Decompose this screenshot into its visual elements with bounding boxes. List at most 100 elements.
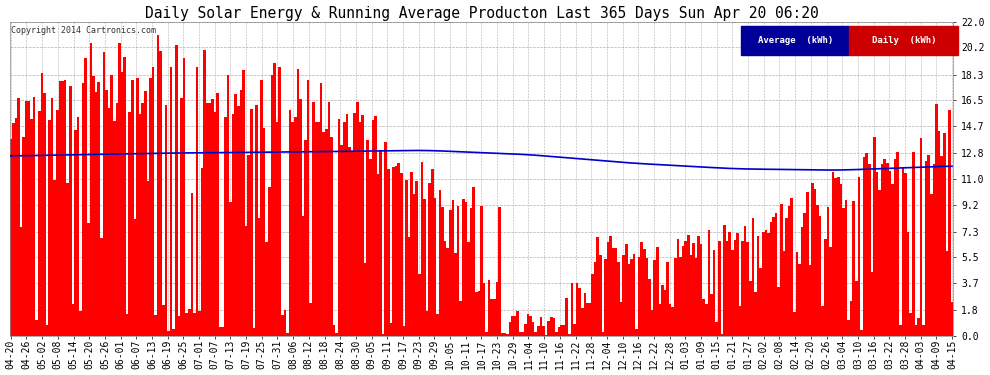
Bar — [431, 170, 434, 336]
Bar — [25, 101, 28, 336]
Bar — [116, 104, 118, 336]
Bar — [570, 283, 573, 336]
Bar — [265, 242, 268, 336]
Bar — [749, 281, 751, 336]
Bar — [860, 330, 863, 336]
Bar — [589, 303, 591, 336]
Bar — [687, 235, 690, 336]
Bar — [565, 297, 568, 336]
Bar — [356, 102, 358, 336]
Bar — [938, 131, 940, 336]
Bar — [10, 139, 12, 336]
Bar — [832, 172, 835, 336]
Bar — [400, 173, 403, 336]
Bar — [560, 326, 563, 336]
Bar — [61, 81, 63, 336]
Bar — [147, 181, 149, 336]
Bar — [273, 63, 276, 336]
Bar — [729, 232, 731, 336]
Bar — [506, 334, 509, 336]
Bar — [235, 94, 237, 336]
Bar — [477, 291, 480, 336]
Bar — [188, 309, 190, 336]
Bar — [139, 114, 142, 336]
Bar — [543, 326, 545, 336]
Bar — [369, 159, 371, 336]
Bar — [509, 322, 511, 336]
Bar — [788, 206, 790, 336]
Bar — [920, 138, 923, 336]
Bar — [480, 206, 483, 336]
Bar — [679, 257, 682, 336]
Bar — [30, 119, 33, 336]
Bar — [444, 241, 446, 336]
Bar — [594, 262, 596, 336]
Bar — [814, 189, 817, 336]
Bar — [33, 98, 36, 336]
Bar — [363, 263, 366, 336]
Bar — [630, 259, 633, 336]
Bar — [604, 259, 607, 336]
Bar — [641, 242, 644, 336]
Bar — [243, 70, 245, 336]
Bar — [456, 206, 459, 336]
Bar — [46, 325, 49, 336]
Bar — [95, 92, 97, 336]
Bar — [382, 334, 384, 336]
Bar — [661, 285, 663, 336]
Bar — [17, 98, 20, 336]
Bar — [671, 307, 674, 336]
Bar — [796, 252, 798, 336]
Bar — [612, 248, 615, 336]
Bar — [775, 213, 777, 336]
Bar — [928, 154, 930, 336]
Bar — [252, 328, 255, 336]
Bar — [894, 159, 896, 336]
Bar — [156, 35, 159, 336]
Bar — [211, 99, 214, 336]
Bar — [700, 244, 703, 336]
Bar — [876, 172, 878, 336]
Bar — [708, 230, 710, 336]
Bar — [620, 302, 623, 336]
Bar — [384, 142, 387, 336]
Bar — [263, 128, 265, 336]
Bar — [462, 199, 464, 336]
Bar — [690, 255, 692, 336]
Bar — [297, 69, 299, 336]
Bar — [69, 86, 71, 336]
Bar — [50, 98, 53, 336]
Bar — [602, 332, 604, 336]
Bar — [790, 198, 793, 336]
Bar — [842, 208, 844, 336]
Bar — [581, 308, 583, 336]
Bar — [472, 187, 475, 336]
Bar — [470, 209, 472, 336]
Bar — [198, 311, 201, 336]
Bar — [904, 172, 907, 336]
Bar — [451, 200, 454, 336]
Bar — [705, 304, 708, 336]
Bar — [217, 93, 219, 336]
Bar — [257, 218, 260, 336]
Text: Daily  (kWh): Daily (kWh) — [871, 36, 936, 45]
Bar — [376, 174, 379, 336]
Bar — [485, 332, 488, 336]
Bar — [940, 156, 942, 336]
Bar — [666, 262, 669, 336]
Bar — [459, 301, 462, 336]
Bar — [416, 181, 418, 336]
Bar — [129, 112, 131, 336]
Bar — [219, 327, 222, 336]
Bar — [175, 45, 177, 336]
Bar — [222, 327, 224, 336]
Bar — [610, 237, 612, 336]
Bar — [307, 80, 310, 336]
Bar — [172, 329, 175, 336]
Bar — [628, 264, 630, 336]
Bar — [656, 247, 658, 336]
Bar — [555, 332, 557, 336]
Bar — [852, 201, 855, 336]
Bar — [942, 133, 945, 336]
Bar — [731, 250, 734, 336]
